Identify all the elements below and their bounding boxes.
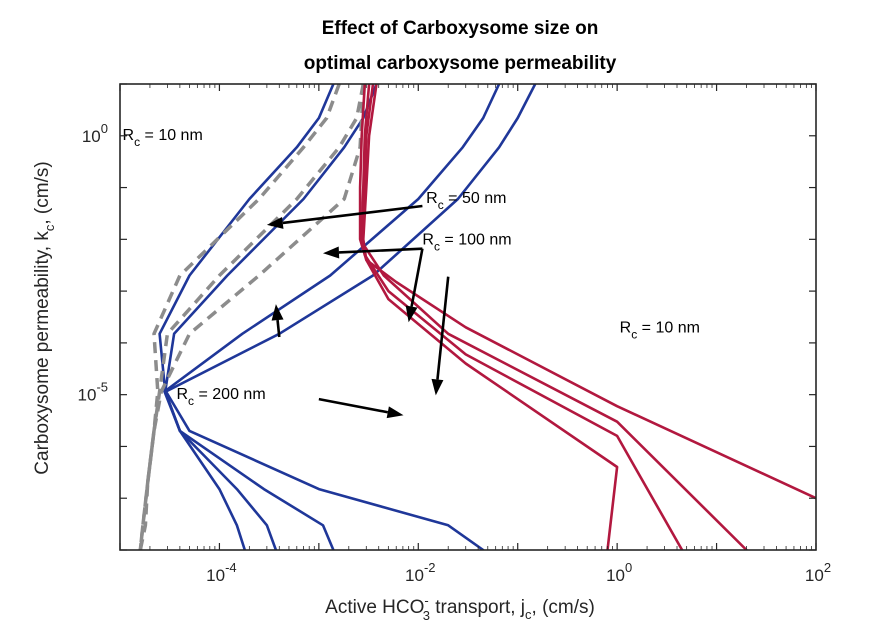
gray-curve-6 (138, 84, 366, 550)
y-axis-label: Carboxysome permeability, kc, (cm/s) (32, 161, 57, 474)
x-tick-label: 10-4 (206, 560, 236, 585)
chart-title-line-2: optimal carboxysome permeability (304, 53, 617, 74)
annotation-rc100: Rc = 100 nm (422, 231, 511, 253)
annotation-arrow-shaft-0 (282, 204, 423, 225)
tick-label-layer: 10-4 10-2 100 102 100 10-5 (78, 121, 832, 585)
x-axis-label: Active HCO-3 transport, jc, (cm/s) (325, 593, 595, 623)
annotation-arrow-head-0 (266, 217, 284, 229)
gray-curve-4 (138, 84, 341, 550)
annotation-arrow-shaft-3 (436, 276, 450, 380)
annotation-arrow-head-1 (322, 246, 340, 259)
annotation-arrow-head-3 (431, 378, 444, 396)
annotation-arrow-head-4 (271, 304, 284, 321)
blue-curve-3 (164, 84, 537, 550)
x-tick-label: 102 (805, 560, 831, 585)
blue-curve-1 (163, 84, 378, 550)
axis-layer (119, 83, 817, 551)
blue-curve-2 (163, 84, 501, 550)
annotation-arrow-shaft-2 (410, 248, 424, 307)
red-curve-7 (358, 84, 816, 500)
blue-curve-0 (158, 84, 335, 550)
annotation-arrow-head-2 (405, 305, 418, 323)
arrow-layer (266, 204, 450, 419)
annotation-arrow-shaft-4 (276, 319, 281, 338)
annotation-rc10-red: Rc = 10 nm (620, 319, 700, 341)
x-tick-label: 10-2 (405, 560, 435, 585)
red-curve-10 (362, 84, 619, 550)
annotation-rc10-blue: Rc = 10 nm (123, 127, 203, 149)
annotation-layer: Rc = 10 nm Rc = 50 nm Rc = 100 nm Rc = 200 … (123, 127, 700, 408)
annotation-arrow-shaft-5 (318, 397, 389, 414)
annotation-rc200: Rc = 200 nm (176, 386, 265, 408)
x-tick-label: 100 (606, 560, 632, 585)
y-tick-label: 10-5 (78, 380, 108, 405)
annotation-arrow-head-5 (386, 406, 404, 419)
series-layer (138, 84, 816, 550)
y-tick-label: 100 (82, 121, 108, 146)
plot-frame (119, 83, 817, 551)
chart-title-line-1: Effect of Carboxysome size on (322, 18, 599, 39)
annotation-rc50: Rc = 50 nm (426, 190, 506, 212)
annotation-arrow-shaft-1 (338, 247, 423, 254)
